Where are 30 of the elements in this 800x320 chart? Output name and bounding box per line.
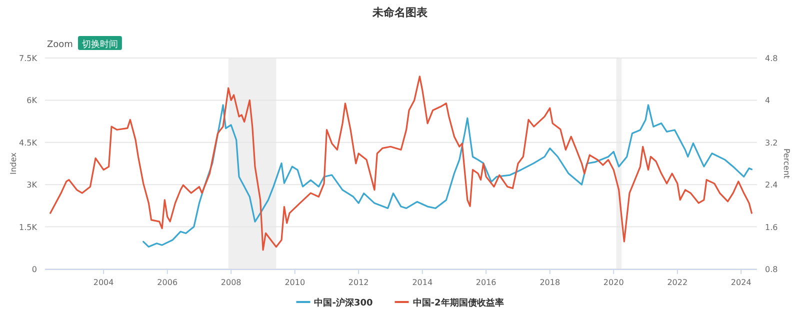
xtick: 2010 [284, 278, 306, 287]
xtick: 2014 [412, 278, 433, 287]
xtick: 2018 [540, 278, 560, 287]
ytick: 1.5K [19, 222, 37, 232]
y2tick: 4 [765, 96, 770, 106]
ylabel: Index [9, 152, 18, 175]
title: 未命名图表 [372, 6, 428, 19]
button: 切换时间 [78, 36, 122, 50]
y2tick: 3.2 [765, 138, 778, 148]
y2tick: 4.8 [765, 54, 778, 63]
xtick: 2024 [730, 278, 752, 287]
ytick: 0 [32, 265, 37, 274]
xtick: 2012 [348, 278, 369, 287]
xtick: 2006 [157, 278, 178, 287]
xtick: 2008 [220, 278, 242, 287]
xtick: 2022 [667, 278, 688, 287]
annotation: Zoom [47, 40, 73, 50]
y2label: Percent [782, 148, 791, 179]
y2tick: 1.6 [765, 222, 778, 232]
legend-label: 中国-沪深300 [314, 298, 373, 308]
ytick: 3K [26, 180, 37, 190]
y2tick: 0.8 [765, 265, 778, 274]
ytick: 4.5K [19, 138, 37, 148]
xtick: 2004 [93, 278, 114, 287]
xtick: 2020 [603, 278, 624, 287]
y2tick: 2.4 [765, 180, 778, 190]
xtick: 2016 [476, 278, 496, 287]
ytick: 6K [26, 96, 37, 106]
ytick: 7.5K [19, 54, 37, 63]
legend-label: 中国-2年期国债收益率 [412, 298, 504, 308]
